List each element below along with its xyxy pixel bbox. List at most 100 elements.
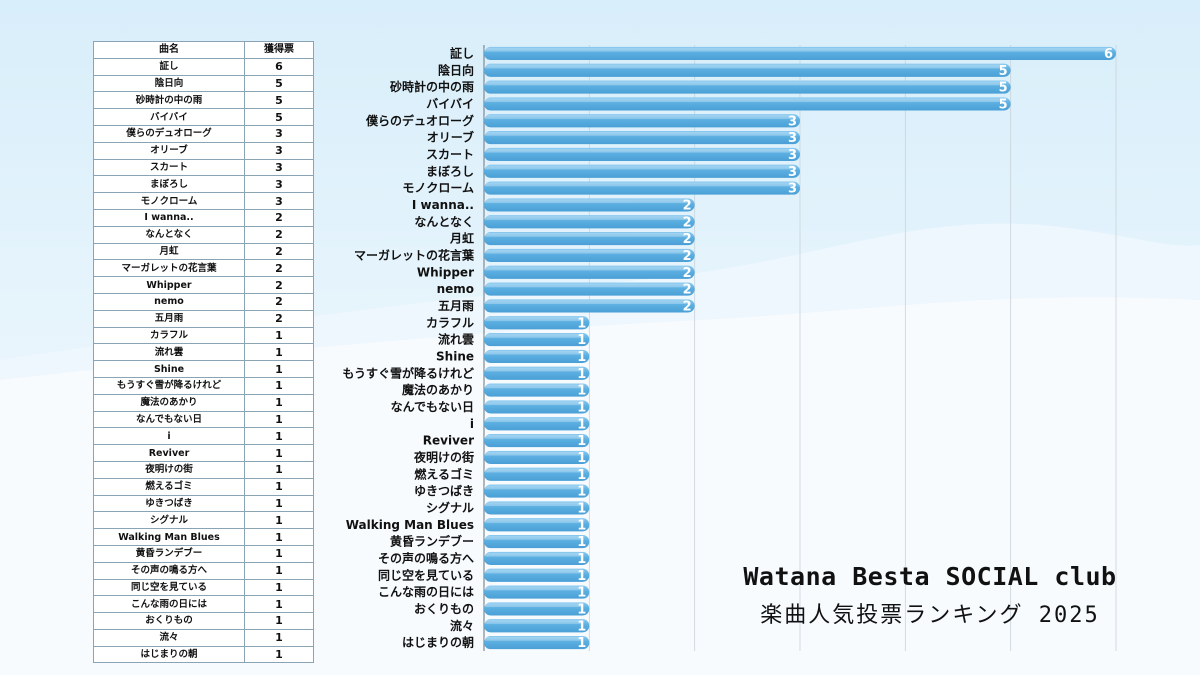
table-row: I wanna.. 2: [93, 208, 314, 227]
chart-bar: [484, 467, 590, 481]
chart-category-label: 僕らのデュオローグ: [365, 113, 474, 128]
chart-bar-highlight: [484, 300, 689, 305]
chart-bar-highlight: [484, 401, 584, 406]
chart-data-label: 1: [577, 586, 586, 601]
chart-data-label: 3: [788, 165, 797, 180]
chart-data-label: 2: [683, 232, 692, 247]
chart-data-label: 1: [577, 501, 586, 516]
chart-category-label: Shine: [436, 349, 474, 363]
chart-data-label: 1: [577, 619, 586, 634]
chart-category-label: 同じ空を見ている: [378, 567, 474, 582]
chart-bar-highlight: [484, 418, 584, 422]
chart-bar: [484, 585, 590, 599]
table-cell-votes: 1: [244, 645, 314, 664]
chart-data-label: 1: [577, 316, 586, 331]
chart-data-label: 1: [577, 333, 586, 348]
table-row: 五月雨 2: [93, 309, 314, 328]
table-row: Reviver 1: [93, 444, 314, 462]
vote-table-body: 証し 6 陰日向 5 砂時計の中の雨 5 バイバイ 5 僕らのデュオローグ 3 オリーブ 3 スカート 3…: [93, 57, 314, 664]
table-row: バイバイ 5: [93, 108, 314, 126]
table-row: はじまりの朝 1: [93, 645, 314, 664]
table-row: モノクローム 3: [93, 192, 314, 210]
chart-data-label: 1: [577, 367, 586, 382]
chart-bar-highlight: [484, 132, 794, 136]
chart-bar: [484, 215, 695, 229]
chart-data-label: 2: [683, 198, 692, 213]
chart-category-label: まぼろし: [426, 164, 474, 178]
chart-bar: [484, 333, 590, 347]
chart-bar: [484, 147, 800, 161]
chart-category-label: 魔法のあかり: [402, 382, 474, 397]
chart-category-label: 証し: [450, 45, 474, 60]
chart-category-label: Whipper: [417, 265, 474, 279]
chart-category-labels: 証し陰日向砂時計の中の雨バイバイ僕らのデュオローグオリーブスカートまぼろしモノク…: [342, 45, 475, 649]
vote-table: 曲名 獲得票 証し 6 陰日向 5 砂時計の中の雨 5 バイバイ 5 僕らのデュオローグ 3 オリー…: [93, 41, 314, 664]
chart-bar: [484, 366, 590, 380]
chart-data-label: 1: [577, 384, 586, 399]
chart-bar-highlight: [484, 249, 689, 254]
chart-data-label: 2: [683, 283, 692, 298]
chart-bar: [484, 568, 590, 582]
chart-bar: [484, 417, 590, 431]
chart-data-label: 1: [577, 552, 586, 567]
chart-bar: [484, 316, 590, 330]
chart-category-label: スカート: [426, 147, 474, 161]
table-row: その声の鳴る方へ 1: [93, 561, 314, 580]
chart-data-label: 1: [577, 451, 586, 466]
page-subtitle: 楽曲人気投票ランキング 2025: [760, 603, 1100, 628]
chart-bar-highlight: [484, 334, 584, 338]
table-row: おくりもの 1: [93, 612, 314, 630]
table-row: シグナル 1: [93, 511, 314, 530]
chart-bar-highlight: [484, 620, 584, 624]
chart-bar: [484, 248, 695, 262]
chart-bar-highlight: [484, 485, 584, 490]
table-row: nemo 2: [93, 292, 314, 311]
chart-bar-highlight: [484, 233, 689, 237]
chart-bar-highlight: [484, 98, 1005, 103]
chart-bar-highlight: [484, 586, 584, 591]
chart-data-label: 2: [683, 299, 692, 314]
chart-bar: [484, 602, 590, 616]
chart-bar: [484, 46, 1116, 60]
table-row: 陰日向 5: [93, 74, 314, 93]
chart-bar: [484, 434, 590, 448]
chart-bar: [484, 535, 590, 549]
chart-data-label: 1: [577, 569, 586, 584]
chart-bar: [484, 181, 800, 195]
chart-bar: [484, 63, 1011, 77]
chart-data-label: 1: [577, 434, 586, 449]
chart-category-label: 砂時計の中の雨: [389, 79, 474, 94]
table-row: ゆきつばき 1: [93, 494, 314, 513]
chart-data-label: 2: [683, 249, 692, 264]
chart-data-label: 1: [577, 535, 586, 550]
chart-bar-highlight: [484, 199, 689, 204]
chart-bar-highlight: [484, 283, 689, 288]
chart-bar-highlight: [484, 350, 584, 355]
chart-category-label: 流れ雲: [438, 332, 474, 347]
chart-data-label: 5: [999, 97, 1008, 112]
chart-category-label: I wanna..: [412, 198, 474, 212]
page-title: Watana Besta SOCIAL club: [743, 562, 1117, 591]
table-row: 僕らのデュオローグ 3: [93, 124, 314, 143]
table-row: 月虹 2: [93, 242, 314, 261]
chart-bar: [484, 282, 695, 296]
chart-data-label: 1: [577, 417, 586, 432]
chart-category-label: 燃えるゴミ: [414, 466, 474, 481]
chart-bar: [484, 114, 800, 128]
chart-bar: [484, 164, 800, 178]
title-block: Watana Besta SOCIAL club 楽曲人気投票ランキング 202…: [705, 562, 1155, 629]
chart-bar-highlight: [484, 266, 689, 271]
chart-category-label: 流々: [450, 618, 474, 633]
chart-bar: [484, 349, 590, 363]
chart-bar-highlight: [484, 47, 1110, 52]
chart-bar: [484, 484, 590, 498]
chart-category-label: 黄昏ランデブー: [390, 534, 474, 549]
chart-category-label: もうすぐ雪が降るけれど: [342, 365, 474, 380]
chart-bar-highlight: [484, 115, 794, 119]
chart-bar: [484, 198, 695, 212]
chart-category-label: マーガレットの花言葉: [354, 247, 475, 262]
chart-bar: [484, 551, 590, 565]
chart-bar-highlight: [484, 182, 794, 187]
chart-data-label: 1: [577, 602, 586, 617]
table-row: 黄昏ランデブー 1: [93, 544, 314, 563]
